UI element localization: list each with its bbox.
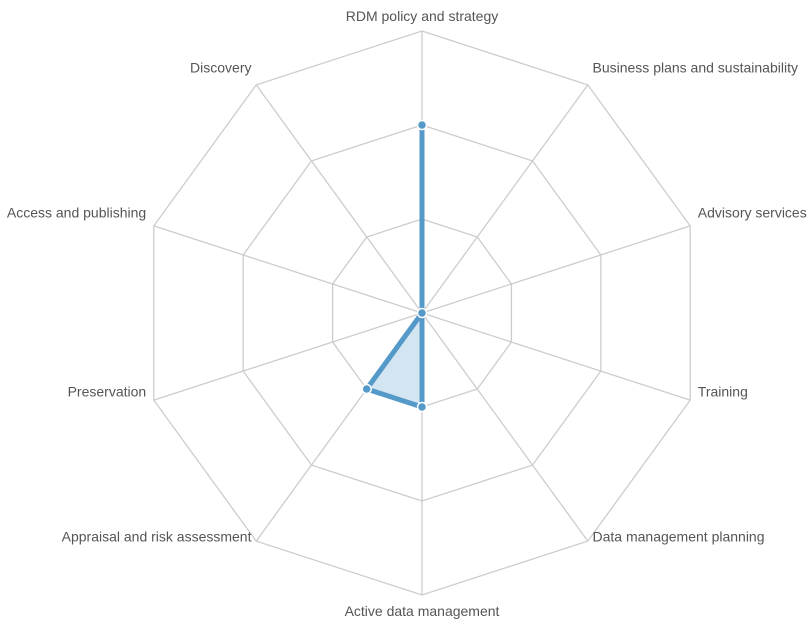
- axis-spokes: [153, 31, 691, 595]
- axis-label-9: Discovery: [190, 59, 251, 75]
- axis-spoke-7: [153, 312, 423, 401]
- axis-label-4: Data management planning: [593, 529, 765, 545]
- data-point-center[interactable]: [416, 307, 428, 319]
- axis-label-0: RDM policy and strategy: [346, 8, 499, 24]
- axis-label-5: Active data management: [345, 603, 500, 619]
- axis-label-7: Preservation: [68, 384, 147, 400]
- axis-spoke-9: [255, 84, 423, 314]
- axis-label-2: Advisory services: [698, 204, 807, 220]
- axis-label-3: Training: [698, 384, 748, 400]
- axis-label-1: Business plans and sustainability: [593, 59, 798, 75]
- axis-labels: RDM policy and strategy Business plans an…: [7, 8, 807, 619]
- axis-label-6: Appraisal and risk assessment: [62, 529, 252, 545]
- axis-spoke-1: [421, 84, 589, 314]
- axis-spoke-8: [153, 225, 423, 314]
- axis-label-8: Access and publishing: [7, 204, 146, 220]
- data-point-5[interactable]: [416, 401, 428, 413]
- axis-spoke-4: [421, 312, 589, 542]
- series: [361, 119, 428, 413]
- data-point-6[interactable]: [361, 383, 372, 395]
- data-point-0[interactable]: [416, 119, 428, 131]
- axis-spoke-2: [421, 225, 691, 314]
- series-area-0: [364, 122, 425, 410]
- axis-spoke-3: [421, 312, 691, 401]
